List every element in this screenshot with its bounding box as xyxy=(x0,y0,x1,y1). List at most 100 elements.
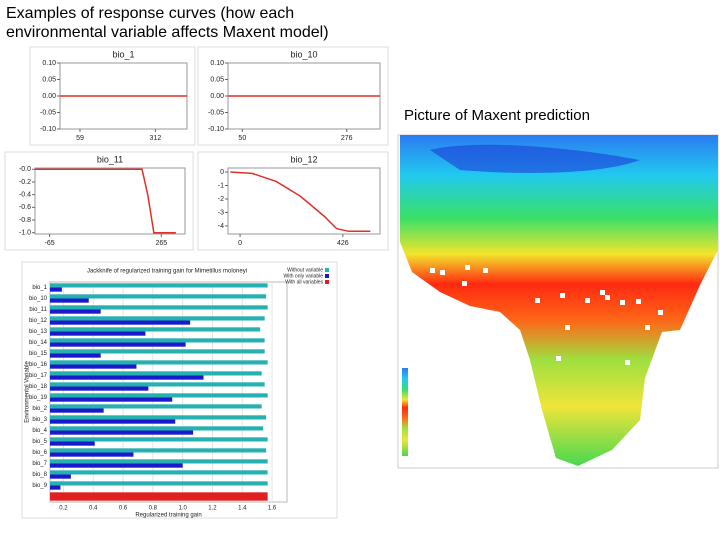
x-tick-label: 276 xyxy=(341,135,353,142)
bar xyxy=(50,349,265,354)
legend-label: With only variable xyxy=(284,273,324,279)
y-tick-label: 0.05 xyxy=(210,76,224,83)
bar xyxy=(50,294,267,299)
y-tick-label: 0.10 xyxy=(42,60,56,67)
y-tick-label: bio_2 xyxy=(32,406,47,412)
y-tick-label: -0.2 xyxy=(19,179,31,186)
response-curve xyxy=(35,168,176,234)
panel xyxy=(197,151,389,251)
y-tick-label: -1.0 xyxy=(19,230,31,237)
legend-swatch xyxy=(325,280,329,284)
y-tick-label: -0.6 xyxy=(19,204,31,211)
y-axis-label: Environmental Variable xyxy=(25,361,31,423)
legend-label: With all variables xyxy=(285,279,323,285)
response-curve xyxy=(230,171,371,233)
y-tick-label: 0.10 xyxy=(210,60,224,67)
plot-frame xyxy=(227,167,381,235)
bar xyxy=(50,452,134,457)
x-axis-label: Regularized training gain xyxy=(135,513,201,519)
bar xyxy=(50,415,267,420)
legend-swatch xyxy=(325,268,329,272)
y-tick-label: bio_13 xyxy=(29,329,48,335)
x-tick-label: 1.0 xyxy=(178,506,187,512)
title-line: environmental variable affects Maxent mo… xyxy=(6,24,329,41)
x-tick-label: 50 xyxy=(238,135,246,142)
x-tick-label: 0.6 xyxy=(119,506,128,512)
bar xyxy=(50,283,268,288)
y-tick-label: -0.8 xyxy=(19,217,31,224)
y-tick-label: bio_18 xyxy=(29,384,48,390)
x-tick-label: 59 xyxy=(76,135,84,142)
legend-label: Without variable xyxy=(287,267,323,273)
y-tick-label: bio_14 xyxy=(29,340,48,346)
bar xyxy=(50,364,137,369)
map-caption: Picture of Maxent prediction xyxy=(404,107,590,124)
y-tick-label: bio_12 xyxy=(29,318,48,324)
bar xyxy=(50,430,194,435)
bar xyxy=(50,470,268,475)
y-tick-label: -0.05 xyxy=(208,109,224,116)
y-tick-label: 0.05 xyxy=(42,76,56,83)
bar xyxy=(50,463,183,468)
bar xyxy=(50,331,146,336)
y-tick-label: bio_16 xyxy=(29,362,48,368)
x-tick-label: 1.6 xyxy=(268,506,277,512)
bar xyxy=(50,320,191,325)
x-tick-label: 265 xyxy=(155,240,167,247)
map-color-scale xyxy=(402,368,408,456)
bar xyxy=(50,382,265,387)
bar xyxy=(50,448,267,453)
bar xyxy=(50,492,268,501)
bar xyxy=(50,375,204,380)
y-tick-label: -0.10 xyxy=(208,126,224,133)
bar xyxy=(50,371,262,376)
bar xyxy=(50,485,61,490)
bar xyxy=(50,309,101,314)
title-line: Examples of response curves (how each xyxy=(6,5,295,22)
y-tick-label: 0.00 xyxy=(42,93,56,100)
chart-title: bio_10 xyxy=(290,49,317,59)
x-tick-label: 0.4 xyxy=(89,506,98,512)
y-tick-label: -2 xyxy=(218,196,224,203)
y-tick-label: bio_15 xyxy=(29,351,48,357)
bar xyxy=(50,353,101,358)
presence-points xyxy=(430,265,663,365)
bar xyxy=(50,419,176,424)
x-tick-label: 1.4 xyxy=(238,506,247,512)
bar xyxy=(50,393,268,398)
y-tick-label: 0.00 xyxy=(210,93,224,100)
bar xyxy=(50,287,62,292)
prediction-map xyxy=(397,134,719,469)
x-tick-label: 0.8 xyxy=(149,506,158,512)
y-tick-label: bio_7 xyxy=(32,461,47,467)
y-tick-label: bio_6 xyxy=(32,450,47,456)
y-tick-label: -3 xyxy=(218,209,224,216)
slide-title: Examples of response curves (how each en… xyxy=(6,4,329,42)
y-tick-label: -4 xyxy=(218,223,224,230)
bar xyxy=(50,404,262,409)
plot-frame xyxy=(34,167,186,235)
bar xyxy=(50,441,95,446)
bar xyxy=(50,426,264,431)
y-tick-label: bio_8 xyxy=(32,472,47,478)
y-tick-label: -0.05 xyxy=(40,109,56,116)
bar xyxy=(50,437,268,442)
bar xyxy=(50,360,268,365)
legend-swatch xyxy=(325,274,329,278)
chart-title: bio_1 xyxy=(112,49,134,59)
map-sea xyxy=(430,144,640,173)
panel xyxy=(4,151,194,251)
y-tick-label: bio_4 xyxy=(32,428,47,434)
map-land xyxy=(400,135,718,466)
y-tick-label: bio_3 xyxy=(32,417,47,423)
bar xyxy=(50,459,268,464)
x-tick-label: -65 xyxy=(44,240,54,247)
x-tick-label: 1.2 xyxy=(208,506,217,512)
bar xyxy=(50,305,268,310)
x-tick-label: 0.2 xyxy=(59,506,68,512)
y-tick-label: -0.10 xyxy=(40,126,56,133)
chart-title: bio_12 xyxy=(290,154,317,164)
y-tick-label: bio_9 xyxy=(32,483,47,489)
